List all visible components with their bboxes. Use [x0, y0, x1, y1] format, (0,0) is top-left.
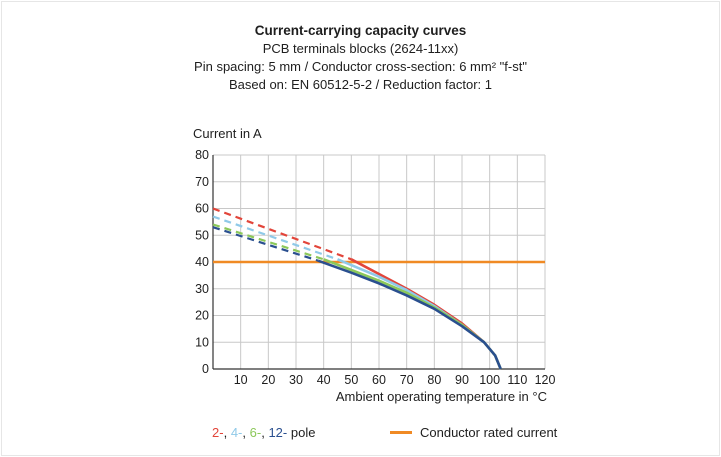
- series-6pole-solid: [323, 258, 502, 370]
- y-tick-label: 20: [195, 309, 209, 323]
- legend-sep: ,: [242, 425, 246, 440]
- series-4pole-dashed: [212, 215, 338, 261]
- series-6pole-dashed: [212, 223, 325, 261]
- x-tick-label: 50: [344, 373, 358, 387]
- legend-poles: 2-, 4-, 6-, 12- pole: [212, 425, 315, 440]
- legend-pole-2: 2-: [212, 425, 224, 440]
- legend-pole-suffix: pole: [290, 425, 316, 440]
- series-12pole-dashed: [212, 226, 319, 262]
- x-tick-label: 70: [400, 373, 414, 387]
- y-tick-label: 50: [195, 228, 209, 242]
- legend-rated-label: Conductor rated current: [420, 425, 558, 440]
- x-tick-label: 120: [535, 373, 556, 387]
- x-tick-label: 100: [479, 373, 500, 387]
- y-tick-label: 80: [195, 148, 209, 162]
- chart-subtitle-spec: Pin spacing: 5 mm / Conductor cross-sect…: [194, 59, 527, 74]
- x-axis-label: Ambient operating temperature in °C: [336, 389, 547, 404]
- legend-rated: Conductor rated current: [390, 425, 557, 440]
- legend-rated-swatch: [390, 431, 412, 434]
- y-tick-label: 70: [195, 175, 209, 189]
- y-tick-label: 40: [195, 255, 209, 269]
- y-tick-label: 30: [195, 282, 209, 296]
- legend-pole-6: 6-: [249, 425, 262, 440]
- x-tick-label: 60: [372, 373, 386, 387]
- chart-subtitle-product: PCB terminals blocks (2624-11xx): [262, 41, 459, 56]
- chart-title-block: Current-carrying capacity curves PCB ter…: [0, 22, 721, 94]
- x-tick-label: 10: [234, 373, 248, 387]
- legend-sep: ,: [261, 425, 265, 440]
- y-axis-label: Current in A: [193, 126, 262, 141]
- x-tick-label: 20: [261, 373, 275, 387]
- x-tick-label: 30: [289, 373, 303, 387]
- x-tick-label: 110: [507, 373, 527, 387]
- y-tick-label: 0: [202, 362, 209, 376]
- x-tick-label: 80: [427, 373, 441, 387]
- y-tick-label: 60: [195, 202, 209, 216]
- legend-pole-4: 4-: [230, 425, 243, 440]
- x-tick-label: 40: [317, 373, 331, 387]
- series-12pole-solid: [317, 259, 502, 370]
- legend-pole-12: 12-: [268, 425, 288, 440]
- x-tick-label: 90: [455, 373, 469, 387]
- chart-title: Current-carrying capacity curves: [254, 23, 467, 38]
- series-2pole-dashed: [212, 207, 352, 261]
- chart-subtitle-standard: Based on: EN 60512-5-2 / Reduction facto…: [228, 77, 493, 92]
- y-tick-label: 10: [195, 335, 209, 349]
- legend-sep: ,: [223, 425, 228, 440]
